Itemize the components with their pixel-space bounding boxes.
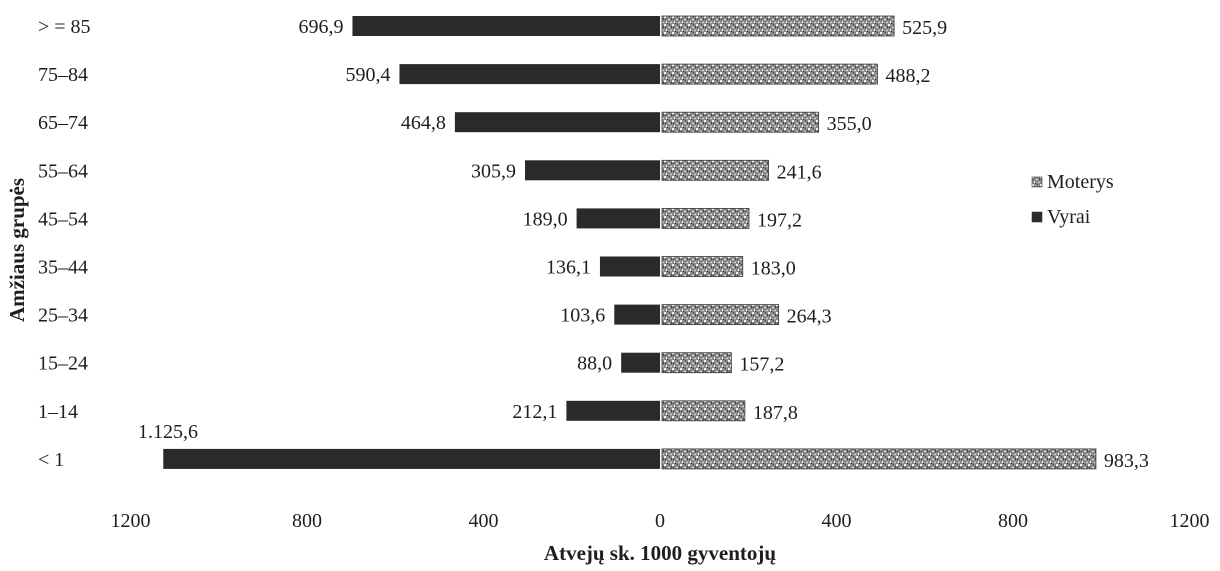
value-label-moterys: 488,2 [885, 65, 930, 87]
bar-vyrai [163, 448, 661, 469]
bar-vyrai [621, 352, 660, 373]
bar-vyrai [399, 64, 660, 85]
bar-vyrai [576, 208, 660, 229]
value-label-vyrai: 590,4 [345, 64, 390, 86]
x-tick-label: 0 [655, 510, 665, 532]
value-label-moterys: 187,8 [753, 402, 798, 424]
legend-label-moterys: Moterys [1047, 171, 1114, 193]
legend-swatch-vyrai [1031, 211, 1043, 223]
value-label-vyrai: 696,9 [298, 16, 343, 38]
category-label: 75–84 [38, 64, 88, 86]
bar-vyrai [599, 256, 660, 277]
category-label: 65–74 [38, 112, 88, 134]
bars-layer [163, 15, 1097, 470]
value-label-vyrai: 464,8 [401, 112, 446, 134]
y-axis-title: Amžiaus grupės [5, 178, 29, 322]
x-tick-label: 800 [292, 510, 322, 532]
value-label-moterys: 264,3 [787, 306, 832, 328]
bar-moterys [661, 207, 750, 229]
category-label: 45–54 [38, 208, 88, 230]
value-label-moterys: 197,2 [757, 209, 802, 231]
value-label-moterys: 241,6 [777, 161, 822, 183]
legend-swatch-moterys [1031, 176, 1043, 188]
value-label-moterys: 157,2 [739, 354, 784, 376]
category-label: < 1 [38, 449, 64, 471]
bar-moterys [661, 159, 770, 181]
bar-vyrai [352, 16, 660, 36]
bar-vyrai [566, 400, 660, 421]
value-label-vyrai: 212,1 [512, 401, 557, 423]
category-label: > = 85 [38, 16, 91, 38]
x-tick-label: 400 [822, 510, 852, 532]
value-label-vyrai: 136,1 [546, 257, 591, 279]
category-labels-layer: > = 85 75–84 65–74 55–64 45–54 35–44 25–34 15–2… [38, 16, 91, 471]
value-label-moterys: 355,0 [827, 113, 872, 135]
value-label-moterys: 983,3 [1104, 450, 1149, 472]
bar-moterys [661, 352, 732, 374]
x-tick-label: 800 [998, 510, 1028, 532]
category-label: 15–24 [38, 353, 88, 375]
bar-vyrai [454, 112, 660, 133]
value-label-vyrai: 103,6 [560, 305, 605, 327]
value-label-vyrai: 1.125,6 [138, 421, 198, 443]
value-label-vyrai: 305,9 [471, 160, 516, 182]
x-tick-label: 1200 [110, 510, 150, 532]
x-axis-title: Atvejų sk. 1000 gyventojų [544, 541, 776, 565]
x-tick-label: 400 [468, 510, 498, 532]
value-label-moterys: 525,9 [902, 17, 947, 39]
value-label-vyrai: 88,0 [577, 353, 612, 375]
bar-moterys [661, 15, 895, 37]
bar-moterys [661, 400, 746, 422]
value-label-vyrai: 189,0 [523, 208, 568, 230]
category-label: 35–44 [38, 257, 88, 279]
x-tick-label: 1200 [1170, 510, 1210, 532]
bar-moterys [661, 448, 1097, 470]
x-axis-ticks: 1200 800 400 0 400 800 1200 [110, 510, 1209, 532]
legend: Moterys Vyrai [1031, 171, 1114, 228]
bar-moterys [661, 111, 820, 133]
value-labels-layer: 696,9 525,9 590,4 488,2 464,8 355,0 305,9 241,6… [138, 16, 1149, 472]
bar-vyrai [614, 304, 660, 325]
category-label: 1–14 [38, 401, 78, 423]
value-label-moterys: 183,0 [751, 258, 796, 280]
bar-moterys [661, 256, 744, 277]
category-label: 55–64 [38, 160, 88, 182]
category-label: 25–34 [38, 305, 88, 327]
legend-label-vyrai: Vyrai [1047, 206, 1091, 228]
bar-moterys [661, 304, 780, 326]
bar-vyrai [525, 160, 660, 181]
bar-moterys [661, 63, 878, 85]
